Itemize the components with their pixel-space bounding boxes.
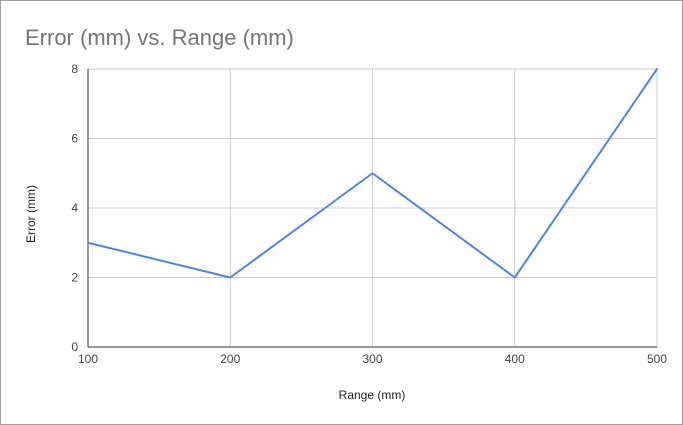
chart-title: Error (mm) vs. Range (mm) (25, 25, 294, 50)
grid-lines (88, 68, 658, 347)
x-tick-label: 200 (220, 352, 240, 366)
y-tick-label: 2 (71, 271, 78, 285)
y-tick-label: 6 (71, 132, 78, 146)
x-tick-label: 300 (362, 352, 382, 366)
x-tick-label: 100 (78, 352, 98, 366)
series-layer (87, 68, 658, 279)
axes (87, 69, 657, 348)
y-axis-label: Error (mm) (24, 185, 38, 243)
x-tick-label: 500 (647, 352, 667, 366)
x-tick-label: 400 (505, 352, 525, 366)
y-tick-label: 8 (71, 62, 78, 76)
series-line (87, 68, 658, 279)
tick-labels: 100 200 300 400 500 0 2 4 6 8 (71, 62, 667, 366)
x-axis-label: Range (mm) (339, 388, 406, 402)
y-tick-label: 4 (71, 201, 78, 215)
y-tick-label: 0 (71, 340, 78, 354)
